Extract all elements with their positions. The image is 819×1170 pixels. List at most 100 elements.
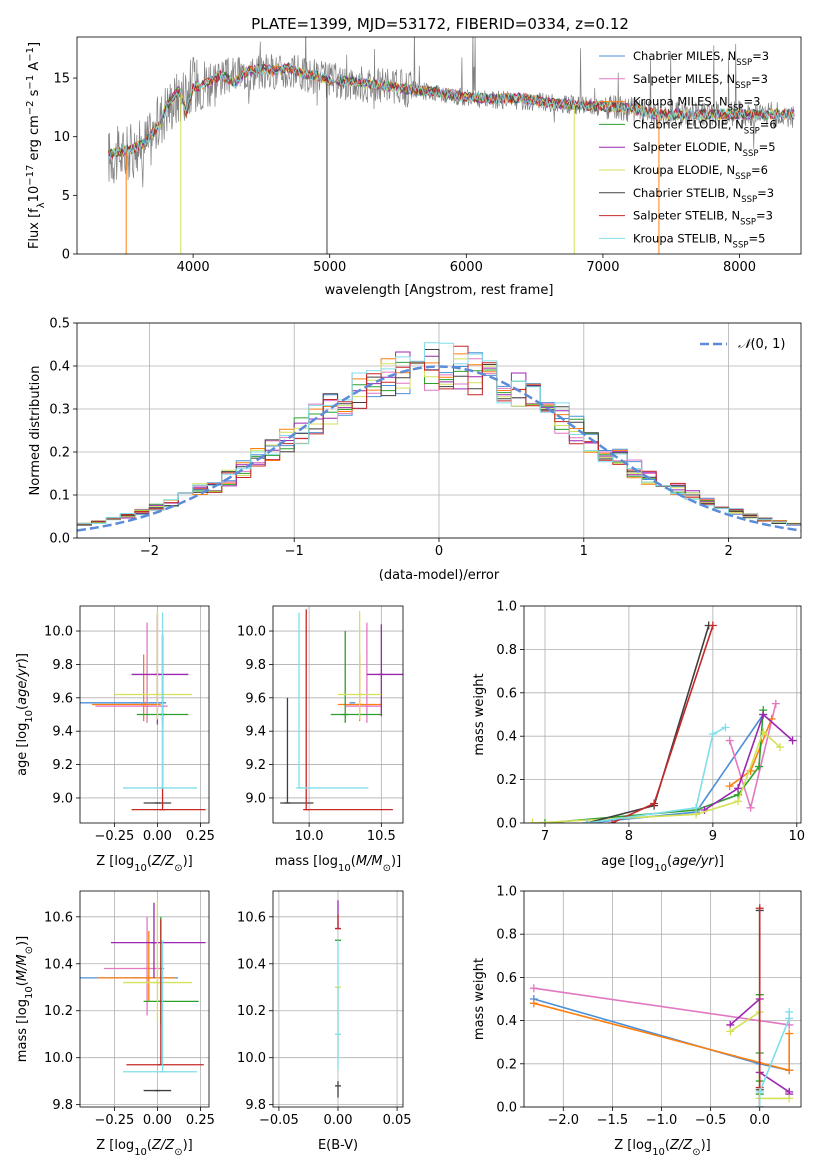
plus-marker <box>759 710 768 719</box>
errorbar-point-salpeter-miles <box>95 622 168 723</box>
label-part: ] <box>27 42 42 47</box>
label-part: ( <box>147 1138 152 1153</box>
legend-text-part: (0, 1) <box>750 337 785 352</box>
x-tick-label: 0.25 <box>186 1113 215 1128</box>
y-tick-label: 0.5 <box>49 317 70 332</box>
label-part: ⊙ <box>174 863 182 874</box>
panel-z-vs-age: −0.25 0.00 0.259.09.29.49.69.810.0Z [log10… <box>15 605 215 874</box>
x-tick-label: 0.0 <box>749 1113 770 1128</box>
y-axis-label: mass weight <box>472 673 487 755</box>
legend-text-part: =3 <box>756 209 773 223</box>
label-part: s <box>27 89 42 100</box>
plus-marker <box>692 803 701 812</box>
y-tick-label: 1.0 <box>496 885 517 900</box>
x-tick-label: −2.0 <box>548 1113 580 1128</box>
plus-marker <box>734 784 743 793</box>
label-part: 10 <box>134 1147 147 1158</box>
plot-area <box>529 904 794 1107</box>
x-tick-label: 10.0 <box>295 829 324 844</box>
legend-text-part: SSP <box>728 104 744 114</box>
legend-text-part: =6 <box>760 117 777 131</box>
errorbar-point-kroupa-elodie <box>123 900 192 1023</box>
x-axis-label: (data-model)/error <box>379 568 500 583</box>
errorbar-point-chabrier-elodie <box>330 631 382 723</box>
y-tick-label: 0.4 <box>49 360 70 375</box>
errorbar-point-salpeter-stelib <box>303 609 393 811</box>
label-part: ( <box>667 854 672 869</box>
y-tick-label: 10.0 <box>237 1051 266 1066</box>
series-kroupa-stelib <box>582 723 730 823</box>
series-kroupa-miles <box>529 999 794 1075</box>
errorbar-point-chabrier-stelib <box>335 1081 341 1098</box>
series-salpeter-stelib <box>755 904 764 1107</box>
x-axis-label: wavelength [Angstrom, rest frame] <box>325 283 554 298</box>
y-axis-label: mass [log10(M/M⊙)] <box>15 936 35 1062</box>
label-part: mass [log <box>15 999 30 1062</box>
label-part: Z/Z <box>669 1138 693 1153</box>
plot-area <box>80 900 206 1092</box>
errorbar-point-salpeter-stelib <box>131 634 206 811</box>
figure-title: PLATE=1399, MJD=53172, FIBERID=0334, z=0… <box>251 15 629 33</box>
panel-z-vs-mass: −0.25 0.00 0.259.810.010.210.410.6Z [log10… <box>15 890 215 1158</box>
series-kroupa-stelib <box>755 1007 794 1107</box>
y-tick-label: 9.4 <box>245 725 266 740</box>
x-tick-label: −2 <box>140 544 159 559</box>
legend-label-salpeter-miles: Salpeter MILES, NSSP=3 <box>633 72 768 91</box>
y-tick-label: 9.0 <box>245 791 266 806</box>
plus-marker <box>708 621 717 630</box>
plus-marker <box>529 984 538 993</box>
x-tick-label: 7000 <box>586 260 619 275</box>
y-tick-label: 10.0 <box>44 1051 73 1066</box>
label-part: A <box>27 62 42 75</box>
series-chabrier-stelib <box>582 621 713 823</box>
label-part: )] <box>183 854 193 869</box>
panel-ebv-vs-mass: −0.05 0.00 0.05 9.8 10.0 10.2 10.4 10.6 <box>237 890 412 1128</box>
plus-marker <box>755 762 764 771</box>
axes-frame <box>76 36 802 255</box>
legend-text-part: Chabrier MILES, N <box>633 49 736 63</box>
legend-text-part: =6 <box>751 163 768 177</box>
label-part: ( <box>15 705 30 710</box>
plus-marker <box>608 819 617 823</box>
plus-marker <box>759 727 768 736</box>
label-part: 10 <box>27 186 42 203</box>
plot-area <box>280 609 403 811</box>
errorbar-point-salpeter-miles <box>345 622 382 723</box>
label-part: 10 <box>654 863 667 874</box>
plus-marker <box>700 805 709 814</box>
y-tick-label: 9.6 <box>245 691 266 706</box>
y-tick-label: 15 <box>53 72 70 87</box>
x-tick-label: 0.00 <box>143 1113 172 1128</box>
legend-text-part: =3 <box>752 49 769 63</box>
legend-label-kroupa-elodie: Kroupa ELODIE, NSSP=6 <box>633 163 768 182</box>
label-part: Z/Z <box>151 1138 175 1153</box>
y-tick-label: 5 <box>62 189 70 204</box>
legend-text-part: SSP <box>741 195 757 205</box>
label-part: Normed distribution <box>28 366 43 496</box>
y-tick-label: 9.8 <box>52 1098 73 1113</box>
panel-spectrum: 4000 5000 6000 7000 8000 0 5 10 15 wavelength [An… <box>25 36 802 298</box>
axes-frame <box>272 605 404 824</box>
errorbar-point-kroupa-elodie <box>114 611 192 720</box>
label-part: mass [log <box>275 854 338 869</box>
y-axis-label: mass weight <box>472 958 487 1040</box>
legend-text-part: SSP <box>733 240 749 250</box>
plus-marker <box>755 904 764 913</box>
label-part: Z [log <box>614 1138 652 1153</box>
plus-marker <box>785 1094 794 1103</box>
x-tick-label: −1.0 <box>646 1113 678 1128</box>
errorbar-point-kroupa-stelib <box>123 612 197 789</box>
y-tick-label: 9.6 <box>52 691 73 706</box>
label-part: λ <box>36 202 47 208</box>
plus-marker <box>785 1029 794 1038</box>
plus-marker <box>725 736 734 745</box>
y-tick-label: 10.6 <box>237 910 266 925</box>
legend-label-chabrier-miles: Chabrier MILES, NSSP=3 <box>633 49 769 68</box>
label-part: Z [log <box>96 854 134 869</box>
label-part: Z [log <box>96 1138 134 1153</box>
y-tick-label: 0.4 <box>496 730 517 745</box>
y-tick-label: 0.4 <box>496 1014 517 1029</box>
y-axis-label: Normed distribution <box>28 366 43 496</box>
y-tick-label: 0 <box>62 248 70 263</box>
x-axis-label: age [log10(age/yr)] <box>601 854 724 874</box>
